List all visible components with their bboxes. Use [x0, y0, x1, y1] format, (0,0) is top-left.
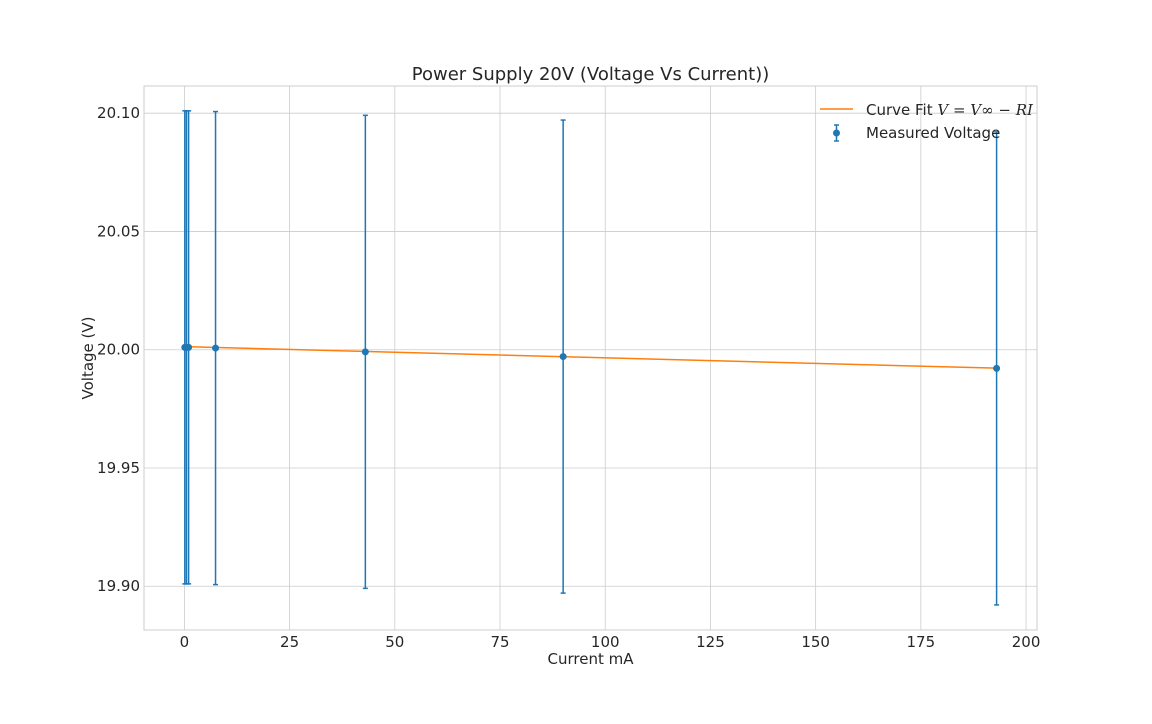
x-tick-label: 75 [490, 633, 509, 651]
legend-fit-label: Curve Fit V = V∞ − RI [866, 101, 1034, 119]
x-tick-label: 0 [180, 633, 190, 651]
x-tick-label: 50 [385, 633, 404, 651]
grid-lines [144, 86, 1037, 630]
legend: Curve Fit V = V∞ − RI Measured Voltage [820, 101, 1034, 142]
y-tick-label: 20.05 [97, 222, 140, 240]
y-tick-label: 19.90 [97, 577, 140, 595]
data-point [212, 344, 220, 352]
legend-fit-label-prefix: Curve Fit [866, 101, 937, 119]
data-point [559, 353, 567, 361]
legend-fit-label-math: V = V∞ − RI [937, 101, 1034, 119]
y-tick-label: 20.00 [97, 341, 140, 359]
x-tick-label: 175 [907, 633, 936, 651]
y-tick-label: 19.95 [97, 459, 140, 477]
x-tick-label: 100 [591, 633, 620, 651]
legend-measured-marker [833, 129, 840, 137]
tick-labels: 0 25 50 75 100 125 150 175 200 19.90 19.95 20.00 20.… [97, 104, 1040, 651]
data-point [185, 343, 193, 351]
chart-title: Power Supply 20V (Voltage Vs Current)) [412, 64, 769, 85]
x-tick-label: 125 [696, 633, 725, 651]
data-point [361, 348, 369, 356]
x-tick-label: 150 [801, 633, 830, 651]
data-point [993, 364, 1001, 372]
x-axis-label: Current mA [548, 650, 635, 668]
x-tick-label: 200 [1012, 633, 1041, 651]
y-axis-label: Voltage (V) [79, 317, 97, 400]
x-tick-label: 25 [280, 633, 299, 651]
legend-measured-label: Measured Voltage [866, 124, 1000, 142]
y-tick-label: 20.10 [97, 104, 140, 122]
series-layer [181, 110, 1001, 606]
plot-area-frame [143, 85, 1038, 631]
fit-line [184, 345, 997, 369]
